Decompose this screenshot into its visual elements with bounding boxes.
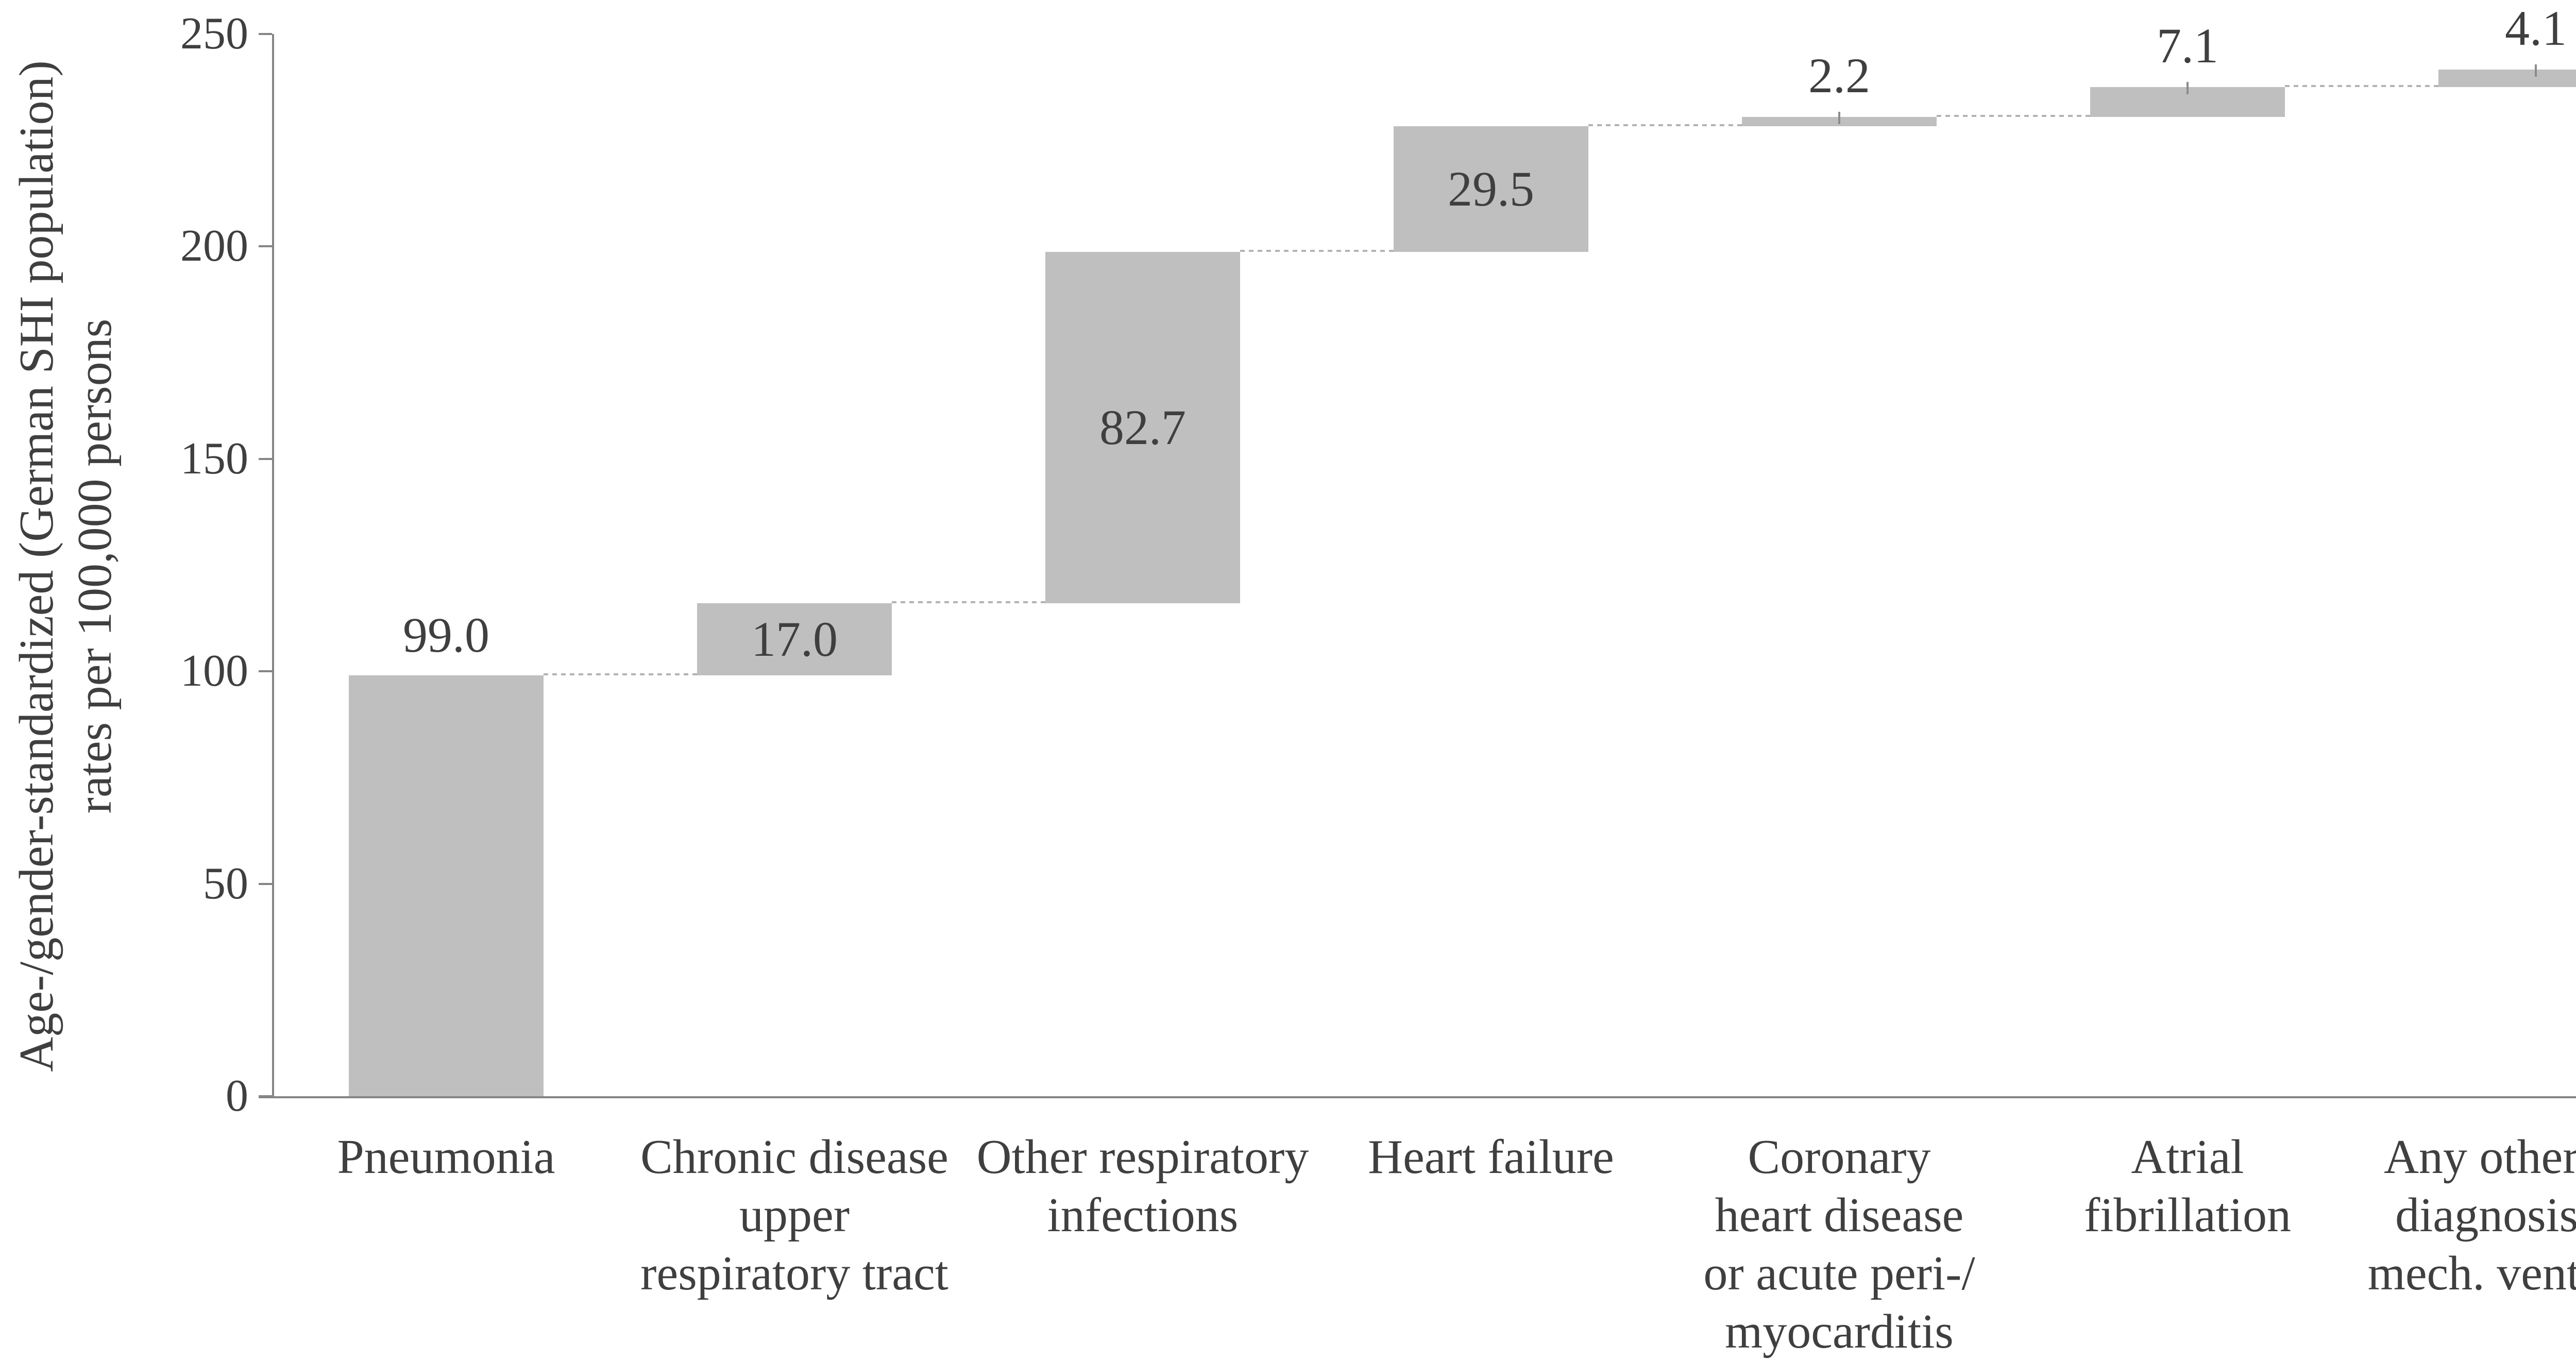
leader-line	[2535, 64, 2537, 77]
y-tick-mark	[259, 882, 272, 885]
bar-chronic-disease-upper-respiratory-tract	[697, 603, 892, 676]
category-label-chronic-disease-upper-respiratory-tract: Chronic disease upper respiratory tract	[640, 1130, 948, 1300]
leader-line	[1838, 112, 1840, 125]
bar-pneumonia	[349, 675, 544, 1096]
category-label-coronary-heart-disease-or-acute-peri-myocarditis: Coronary heart disease or acute peri-/ m…	[1703, 1130, 1975, 1358]
value-label-other-respiratory-infections: 82.7	[1099, 399, 1186, 455]
category-label-pneumonia: Pneumonia	[337, 1130, 555, 1184]
connector-line	[1240, 249, 1394, 252]
x-axis-line	[259, 1096, 2576, 1098]
bar-heart-failure	[1394, 126, 1588, 252]
connector-line	[544, 673, 697, 676]
y-tick-label: 200	[180, 221, 248, 271]
y-tick-label: 0	[226, 1071, 248, 1121]
y-tick-label: 50	[203, 858, 248, 909]
bar-any-other-main-diagnosis-with-mech-ventilation	[2438, 69, 2576, 87]
connector-line	[1937, 115, 2090, 117]
category-label-any-other-main-diagnosis-with-mech-ventilation: Any other main diagnosis with mech. vent…	[2367, 1130, 2576, 1300]
value-label-pneumonia: 99.0	[403, 607, 489, 663]
value-label-chronic-disease-upper-respiratory-tract: 17.0	[751, 611, 838, 667]
category-label-atrial-fibrillation: Atrial fibrillation	[2083, 1130, 2292, 1242]
value-label-heart-failure: 29.5	[1448, 161, 1534, 217]
y-tick-mark	[259, 245, 272, 247]
bar-other-respiratory-infections	[1045, 251, 1240, 603]
value-label-atrial-fibrillation: 7.1	[2157, 18, 2218, 73]
y-axis-line	[272, 33, 274, 1098]
y-tick-mark	[259, 670, 272, 672]
y-tick-label: 150	[180, 433, 248, 484]
connector-line	[2285, 84, 2438, 87]
y-tick-mark	[259, 32, 272, 35]
connector-line	[1588, 124, 1742, 127]
category-label-heart-failure: Heart failure	[1368, 1130, 1614, 1184]
value-label-any-other-main-diagnosis-with-mech-ventilation: 4.1	[2505, 0, 2567, 56]
category-label-other-respiratory-infections: Other respiratory infections	[976, 1130, 1309, 1242]
value-label-coronary-heart-disease-or-acute-peri-myocarditis: 2.2	[1808, 48, 1870, 104]
leader-line	[2187, 81, 2189, 94]
y-tick-label: 100	[180, 646, 248, 696]
y-tick-label: 250	[180, 8, 248, 59]
connector-line	[892, 601, 1045, 603]
y-tick-mark	[259, 457, 272, 460]
